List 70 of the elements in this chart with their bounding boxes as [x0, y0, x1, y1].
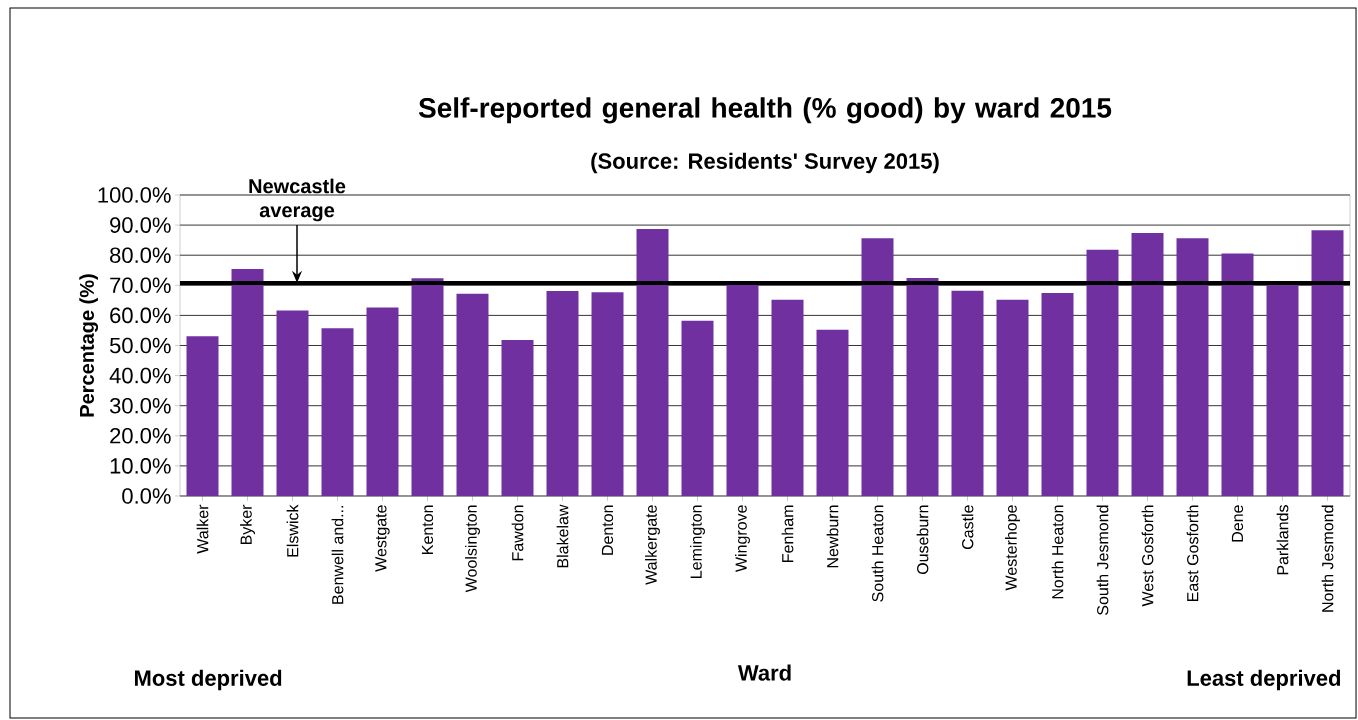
- x-tick-label: Parklands: [1276, 505, 1289, 575]
- y-tick-label: 50.0%: [109, 337, 171, 354]
- bar: [816, 329, 849, 496]
- bar: [1086, 249, 1119, 496]
- x-tick-label: South Heaton: [871, 505, 884, 602]
- y-axis-title: Percentage (%): [79, 274, 99, 417]
- x-tick-label: Benwell and...: [331, 506, 344, 604]
- bar: [1176, 238, 1209, 496]
- x-tick-label: Lemington: [690, 505, 705, 578]
- x-tick-label: North Heaton: [1051, 505, 1064, 599]
- y-tick-label: 20.0%: [110, 428, 171, 444]
- bar: [276, 310, 309, 496]
- bar: [1311, 230, 1344, 496]
- bar: [186, 336, 219, 496]
- bar: [1221, 253, 1254, 496]
- x-tick-label: Elswick: [286, 504, 299, 557]
- y-tick-label: 40.0%: [109, 367, 171, 384]
- bar: [771, 299, 804, 496]
- x-tick-label: Dene: [1231, 505, 1244, 542]
- x-tick-label: Ouseburn: [916, 505, 929, 575]
- bar: [501, 340, 534, 496]
- bar: [591, 292, 624, 496]
- x-tick-label: Westerhope: [1005, 505, 1020, 591]
- bar: [906, 278, 939, 496]
- bar: [1266, 285, 1299, 496]
- x-tick-label: West Gosforth: [1141, 505, 1154, 607]
- y-tick-label: 0.0%: [122, 488, 171, 504]
- x-tick-label: East Gosforth: [1186, 505, 1199, 602]
- x-tick-label: Fawdon: [511, 505, 524, 561]
- x-tick-label: Wingrove: [735, 505, 750, 573]
- bar: [231, 269, 264, 496]
- x-tick-label: Castle: [961, 505, 974, 550]
- chart-title: Self-reported general health (% good) by ward 2015: [418, 97, 1112, 124]
- bar: [996, 299, 1029, 496]
- text: Least deprived: [1187, 669, 1341, 691]
- x-tick-label: Woolsington: [465, 505, 480, 593]
- x-axis-title: Ward: [737, 664, 791, 681]
- y-tick-label: 70.0%: [110, 277, 171, 294]
- bar: [366, 307, 399, 496]
- y-tick-label: 80.0%: [110, 247, 171, 263]
- bar: [636, 229, 669, 496]
- x-tick-label: Kenton: [421, 505, 434, 554]
- x-tick-label: Walker: [196, 504, 209, 554]
- x-tick-label: South Jesmond: [1096, 505, 1109, 615]
- x-tick-label: Fenham: [781, 505, 794, 562]
- text: Most deprived: [134, 669, 282, 691]
- y-tick-label: 10.0%: [110, 458, 171, 474]
- y-tick-label: 100.0%: [98, 187, 171, 203]
- x-tick-label: Blakelaw: [556, 504, 569, 568]
- bar: [681, 320, 714, 496]
- bar: [411, 278, 444, 496]
- chart-subtitle: (Source: Residents' Survey 2015): [591, 152, 939, 174]
- y-tick-label: 90.0%: [110, 217, 171, 233]
- x-tick-label: Newburn: [826, 505, 839, 568]
- y-tick-label: 60.0%: [110, 307, 171, 324]
- bar: [1041, 293, 1074, 496]
- x-tick-label: Westgate: [375, 505, 390, 572]
- bar: [951, 290, 984, 496]
- x-tick-label: North Jesmond: [1321, 505, 1334, 612]
- bar: [861, 238, 894, 496]
- ref-line-label: Newcastle average: [249, 178, 346, 222]
- x-tick-label: Denton: [601, 505, 614, 555]
- bar: [321, 328, 354, 496]
- bar: [456, 293, 489, 496]
- x-tick-label: Walkergate: [645, 505, 660, 585]
- bar: [1131, 232, 1164, 496]
- bar: [546, 291, 579, 496]
- y-tick-label: 30.0%: [109, 397, 171, 414]
- bar: [726, 282, 759, 496]
- x-tick-label: Byker: [240, 504, 255, 545]
